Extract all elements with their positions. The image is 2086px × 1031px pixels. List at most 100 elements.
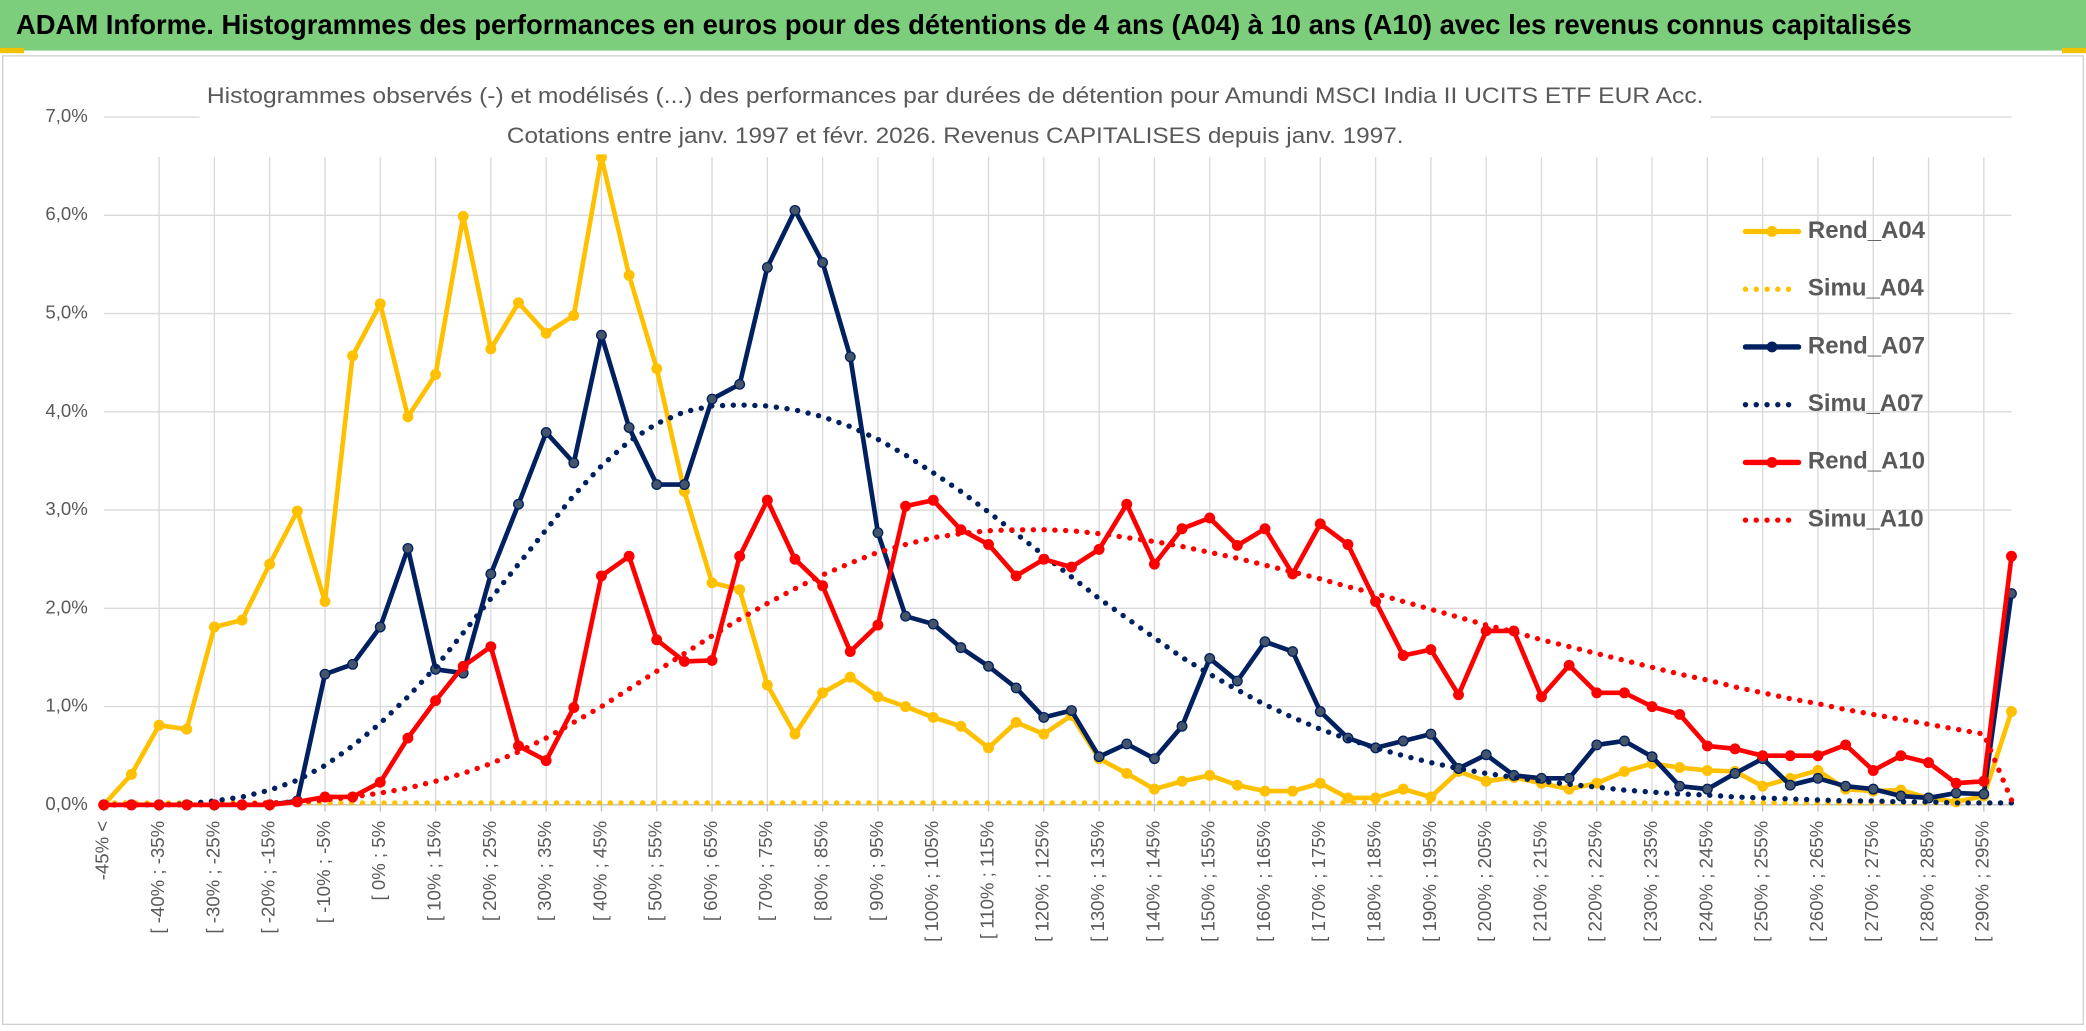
point [844, 646, 856, 658]
point [1812, 772, 1824, 784]
point [540, 327, 552, 339]
point [1674, 708, 1686, 720]
point [513, 498, 524, 510]
legend-label: Simu_A07 [1808, 390, 1924, 417]
x-tick-label: [ 100% ; 105% [921, 821, 942, 942]
x-tick-label: [ -10% ; -5% [313, 821, 334, 923]
point [595, 329, 607, 341]
point [1397, 783, 1409, 795]
point [1591, 777, 1603, 789]
point [125, 768, 137, 780]
x-tick-label: [ 120% ; 125% [1032, 821, 1053, 942]
point [1729, 767, 1741, 779]
point [1536, 691, 1547, 703]
x-tick-label: [ 230% ; 235% [1640, 821, 1661, 942]
point [955, 642, 967, 654]
point [872, 527, 884, 539]
point [153, 719, 165, 731]
point [1314, 518, 1326, 530]
legend-label: Rend_A10 [1808, 448, 1925, 475]
point [457, 210, 469, 222]
point [540, 427, 552, 438]
point [1701, 783, 1713, 795]
point [1287, 646, 1299, 658]
point [181, 723, 193, 735]
legend: Rend_A04 Simu_A04 Rend_A07 Simu_A07 Rend_A10… [1742, 217, 1926, 532]
point [1784, 779, 1796, 791]
point [347, 350, 359, 362]
point [513, 297, 524, 309]
legend-label: Rend_A04 [1808, 217, 1926, 244]
point [374, 298, 386, 310]
point [1176, 523, 1188, 535]
x-tick-label: [ 280% ; 285% [1916, 821, 1937, 942]
point [1618, 735, 1630, 747]
point [1895, 750, 1907, 762]
point [1231, 779, 1243, 791]
point [1425, 644, 1437, 656]
point [817, 580, 829, 592]
point [1148, 558, 1160, 570]
x-tick-label: [ -30% ; -25% [202, 821, 223, 934]
point [789, 204, 801, 216]
point [623, 269, 635, 281]
point [457, 660, 469, 672]
legend-label: Simu_A04 [1808, 275, 1924, 302]
point [1231, 675, 1243, 687]
x-tick-label: [ -40% ; -35% [147, 821, 168, 934]
y-tick-label: 3,0% [45, 498, 87, 519]
point [1259, 785, 1271, 797]
x-tick-label: [ 240% ; 245% [1695, 821, 1716, 942]
point [1895, 790, 1907, 802]
header-bar [0, 0, 2086, 51]
point [651, 634, 663, 646]
x-tick-label: [ 220% ; 225% [1585, 821, 1606, 942]
point [402, 411, 414, 423]
x-tick-label: [ 30% ; 35% [534, 821, 555, 921]
point [1978, 775, 1990, 787]
point [1591, 739, 1603, 751]
point [1093, 751, 1105, 763]
x-tick-label: [ 70% ; 75% [755, 821, 776, 921]
point [1784, 750, 1796, 762]
point [1121, 498, 1133, 510]
point [872, 619, 884, 631]
plot: 0,0% 1,0% 2,0% 3,0% 4,0% 5,0% 6,0% 7,0% -45% < [ … [45, 105, 2017, 942]
point [1840, 780, 1852, 792]
x-tick-label: [ 90% ; 95% [866, 821, 887, 921]
point [1618, 765, 1630, 777]
header-title: ADAM Informe. Histogrammes des performan… [16, 9, 1912, 40]
point [1840, 739, 1852, 751]
point [1618, 687, 1630, 699]
point [734, 550, 746, 562]
point [1287, 785, 1299, 797]
point [789, 553, 801, 565]
point [983, 742, 994, 754]
point [1204, 769, 1216, 781]
point [789, 728, 801, 740]
legend-label: Simu_A10 [1808, 505, 1924, 532]
y-tick-label: 2,0% [45, 596, 87, 617]
point [2006, 550, 2017, 562]
point [208, 621, 220, 633]
point [1066, 561, 1077, 573]
point [1480, 775, 1492, 787]
y-tick-label: 7,0% [45, 105, 87, 126]
point [900, 610, 912, 622]
point [2006, 706, 2017, 717]
point [568, 310, 580, 321]
x-tick-label: [ 40% ; 45% [589, 821, 610, 921]
point [1148, 753, 1160, 765]
point [264, 558, 276, 570]
point [568, 457, 580, 469]
point [1066, 705, 1077, 716]
point [430, 695, 442, 707]
point [1563, 659, 1575, 671]
series-line [101, 155, 2014, 808]
x-tick-label: [ 180% ; 185% [1364, 821, 1385, 942]
point [1978, 788, 1990, 800]
point [568, 702, 580, 714]
point [1314, 777, 1326, 789]
point [1397, 650, 1409, 661]
